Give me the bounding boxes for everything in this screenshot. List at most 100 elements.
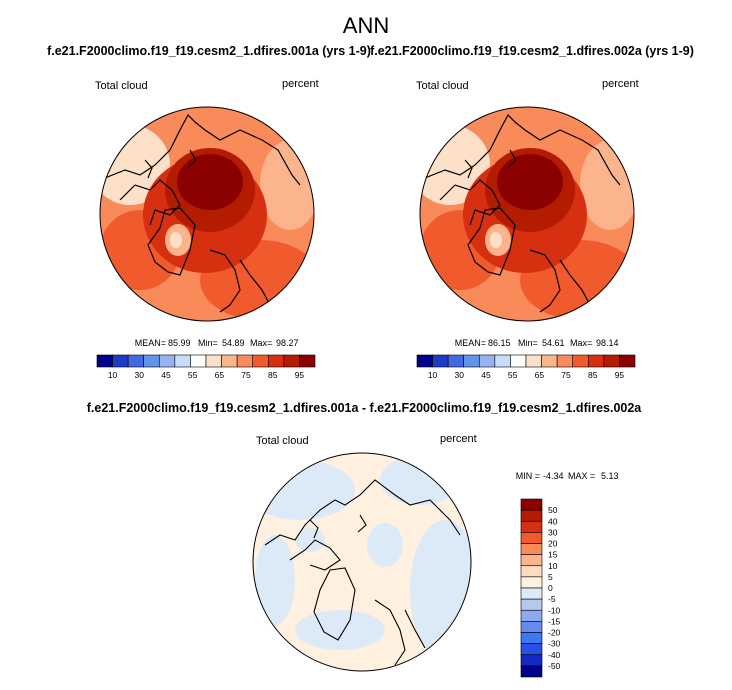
colorbar-1-tick-label: 30 xyxy=(135,370,145,380)
variable-label-diff: Total cloud xyxy=(256,435,309,447)
colorbar-2-swatch xyxy=(619,354,636,368)
map-1 xyxy=(100,107,314,321)
colorbar-1-swatch xyxy=(96,354,113,368)
colorbar-1-swatch xyxy=(143,354,160,368)
colorbar-diff-tick-label: 15 xyxy=(548,550,558,560)
colorbar-2-swatch xyxy=(572,354,589,368)
colorbar-1-swatch xyxy=(252,354,269,368)
colorbar-2-tick-label: 55 xyxy=(508,370,518,380)
mean-value-1: 85.99 xyxy=(168,338,191,348)
colorbar-diff-swatch xyxy=(520,498,543,511)
colorbar-diff-tick-label: 40 xyxy=(548,516,558,526)
colorbar-1-swatch xyxy=(267,354,285,368)
max-label-2: Max= xyxy=(570,338,592,348)
map-diff-neg-g xyxy=(295,528,325,552)
colorbar-diff-tick-label: -20 xyxy=(548,628,561,638)
map-2-light-field-b xyxy=(580,140,634,230)
colorbar-diff-tick-label: 20 xyxy=(548,539,558,549)
colorbar-diff-swatch xyxy=(520,509,543,522)
map-diff-neg-e xyxy=(295,610,385,650)
colorbar-2-tick-label: 95 xyxy=(615,370,625,380)
colorbar-2-swatch xyxy=(587,354,605,368)
colorbar-2-tick-label: 10 xyxy=(428,370,438,380)
map-2-border xyxy=(419,106,635,322)
case-title-1: f.e21.F2000climo.f19_f19.cesm2_1.dfires.… xyxy=(47,44,371,58)
colorbar-2: 10 30 45 55 65 75 85 95 xyxy=(416,354,636,380)
units-label-1: percent xyxy=(282,78,319,90)
case-title-diff: f.e21.F2000climo.f19_f19.cesm2_1.dfires.… xyxy=(87,401,643,415)
colorbar-1-tick-label: 10 xyxy=(108,370,118,380)
colorbar-2-swatch xyxy=(603,354,620,368)
panel-diff: Total cloud percent MIN = -4.34 MAX xyxy=(252,433,619,678)
mean-value-2: 86.15 xyxy=(488,338,511,348)
max-value-diff: 5.13 xyxy=(601,471,619,481)
map-2-peak-field xyxy=(497,154,563,210)
units-label-2: percent xyxy=(602,78,639,90)
map-2 xyxy=(420,107,634,321)
map-1-coastlines xyxy=(100,114,301,313)
variable-label-1: Total cloud xyxy=(95,80,148,92)
colorbar-1-swatch xyxy=(158,354,176,368)
colorbar-2-swatch xyxy=(447,354,465,368)
units-label-diff: percent xyxy=(440,433,477,445)
main-title: ANN xyxy=(343,13,389,38)
map-1-border xyxy=(99,106,315,322)
max-value-1: 98.27 xyxy=(276,338,299,348)
colorbar-1-swatch xyxy=(236,354,254,368)
colorbar-diff-tick-label: 5 xyxy=(548,572,553,582)
colorbar-diff-swatch xyxy=(520,621,543,633)
colorbar-2-swatch xyxy=(510,354,527,368)
colorbar-1-swatch xyxy=(112,354,129,368)
map-diff-coastlines xyxy=(264,479,461,666)
colorbar-diff-swatch xyxy=(520,543,543,555)
colorbar-diff-tick-label: -10 xyxy=(548,605,561,615)
map-2-coastlines xyxy=(420,114,621,313)
colorbar-2-tick-label: 75 xyxy=(561,370,571,380)
colorbar-2-tick-label: 85 xyxy=(588,370,598,380)
colorbar-diff-tick-label: 0 xyxy=(548,583,553,593)
colorbar-1: 10 30 45 55 65 75 85 95 xyxy=(96,354,316,380)
colorbar-diff-tick-label: -50 xyxy=(548,661,561,671)
panel-2: Total cloud percent MEAN= xyxy=(416,78,639,380)
colorbar-1-swatch xyxy=(174,354,191,368)
map-diff-neg-b xyxy=(380,455,460,505)
colorbar-diff-swatch xyxy=(520,609,543,622)
max-value-2: 98.14 xyxy=(596,338,619,348)
colorbar-diff-swatch xyxy=(520,576,543,589)
colorbar-2-swatch xyxy=(463,354,480,368)
colorbar-2-swatch xyxy=(478,354,496,368)
colorbar-1-tick-label: 75 xyxy=(241,370,251,380)
panel-1: Total cloud percent MEAN= xyxy=(95,78,319,380)
colorbar-1-swatch xyxy=(190,354,207,368)
colorbar-diff-swatch xyxy=(520,520,543,533)
colorbar-2-swatch xyxy=(541,354,558,368)
colorbar-2-swatch xyxy=(556,354,574,368)
map-2-greenland-min xyxy=(490,232,502,248)
min-label-2: Min= xyxy=(518,338,538,348)
colorbar-diff-tick-label: -40 xyxy=(548,650,561,660)
max-label-1: Max= xyxy=(250,338,272,348)
colorbar-2-tick-label: 30 xyxy=(455,370,465,380)
min-label-diff: MIN = xyxy=(516,471,540,481)
colorbar-1-swatch xyxy=(283,354,300,368)
map-1-greenland-min xyxy=(170,232,182,248)
colorbar-diff-swatch xyxy=(520,598,543,611)
map-diff-neg-d xyxy=(255,535,295,625)
map-1-peak-field xyxy=(177,154,243,210)
colorbar-diff-swatch xyxy=(520,665,543,678)
min-label-1: Min= xyxy=(198,338,218,348)
colorbar-diff-tick-label: -5 xyxy=(548,594,556,604)
mean-label-2: MEAN= xyxy=(455,338,486,348)
colorbar-1-swatch xyxy=(299,354,316,368)
colorbar-2-tick-label: 65 xyxy=(535,370,545,380)
colorbar-diff-swatch xyxy=(520,532,543,544)
colorbar-diff-tick-label: 30 xyxy=(548,527,558,537)
min-value-diff: -4.34 xyxy=(543,471,564,481)
colorbar-diff-swatch xyxy=(520,643,543,656)
colorbar-1-swatch xyxy=(127,354,145,368)
colorbar-diff-tick-label: 50 xyxy=(548,505,558,515)
map-diff-neg-f xyxy=(367,523,403,567)
map-1-light-field-b xyxy=(260,140,314,230)
